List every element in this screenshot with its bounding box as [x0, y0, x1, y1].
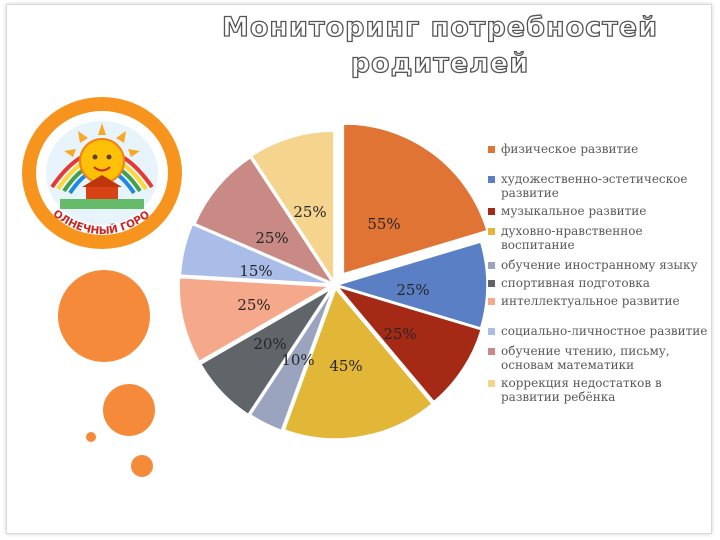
- legend-item: духовно-нравственное воспитание: [488, 224, 708, 252]
- page-title: Мониторинг потребностей родителей: [221, 11, 659, 79]
- pie-slice-label-9: 25%: [255, 229, 288, 247]
- legend-label: художественно-эстетическое развитие: [501, 172, 688, 200]
- legend-swatch: [488, 380, 495, 387]
- legend-swatch: [488, 280, 495, 287]
- decor-circle-medium: [103, 384, 155, 436]
- pie-labels: 55% 25% 25% 45% 10%20% 25% 15% 25% 25%: [237, 203, 429, 375]
- pie-slice-1: [342, 125, 488, 275]
- legend-label: коррекция недостатков в развитии ребёнка: [501, 376, 662, 404]
- pie-slice-label-4: 45%: [329, 357, 362, 375]
- legend-item: социально-личностное развитие: [488, 324, 708, 338]
- chart-legend: физическое развитие художественно-эстетич…: [488, 142, 708, 408]
- legend-label: обучение иностранному языку: [501, 258, 698, 272]
- pie-slice-label-2: 25%: [396, 281, 429, 299]
- pie-slice-5: [249, 289, 334, 432]
- pie-slice-label-6: 20%: [253, 335, 286, 353]
- decor-circle-tiny: [86, 432, 96, 442]
- pie-slice-label-5: 10%: [281, 351, 314, 369]
- pie-slices: [178, 125, 488, 440]
- decor-circle-large: [58, 270, 150, 362]
- pie-slice-4: [283, 287, 434, 440]
- pie-slice-label-7: 25%: [237, 296, 270, 314]
- legend-label: физическое развитие: [501, 142, 639, 156]
- legend-swatch: [488, 176, 495, 183]
- legend-item: художественно-эстетическое развитие: [488, 172, 708, 200]
- decor-circle-small: [131, 455, 153, 477]
- kindergarten-logo: "СОЛНЕЧНЫЙ ГОРОД": [18, 95, 182, 249]
- pie-slice-7: [178, 276, 332, 363]
- pie-slice-label-1: 55%: [367, 215, 400, 233]
- pie-slice-8: [179, 223, 331, 285]
- pie-slice-9: [193, 156, 335, 285]
- pie-slice-2: [334, 241, 488, 329]
- legend-item: обучение иностранному языку: [488, 258, 708, 272]
- legend-item: интеллектуальное развитие: [488, 294, 708, 308]
- pie-slice-label-8: 15%: [239, 262, 272, 280]
- pie-slice-label-10: 25%: [293, 203, 326, 221]
- pie-slice-6: [199, 288, 332, 416]
- legend-item: физическое развитие: [488, 142, 708, 156]
- pie-slice-3: [335, 285, 483, 403]
- legend-item: коррекция недостатков в развитии ребёнка: [488, 376, 708, 404]
- pie-chart: 55% 25% 25% 45% 10%20% 25% 15% 25% 25%: [178, 125, 488, 440]
- legend-swatch: [488, 348, 495, 355]
- legend-swatch: [488, 146, 495, 153]
- legend-item: обучение чтению, письму, основам математ…: [488, 344, 708, 372]
- legend-label: обучение чтению, письму, основам математ…: [501, 344, 670, 372]
- slide-frame: [6, 4, 712, 534]
- legend-swatch: [488, 262, 495, 269]
- legend-swatch: [488, 328, 495, 335]
- pie-slice-10: [250, 130, 335, 284]
- legend-label: интеллектуальное развитие: [501, 294, 680, 308]
- legend-swatch: [488, 228, 495, 235]
- legend-label: спортивная подготовка: [501, 276, 650, 290]
- pie-slice-label-3: 25%: [383, 325, 416, 343]
- legend-item: спортивная подготовка: [488, 276, 708, 290]
- legend-label: музыкальное развитие: [501, 204, 647, 218]
- legend-swatch: [488, 298, 495, 305]
- legend-label: духовно-нравственное воспитание: [501, 224, 643, 252]
- legend-swatch: [488, 208, 495, 215]
- legend-label: социально-личностное развитие: [501, 324, 708, 338]
- legend-item: музыкальное развитие: [488, 204, 708, 218]
